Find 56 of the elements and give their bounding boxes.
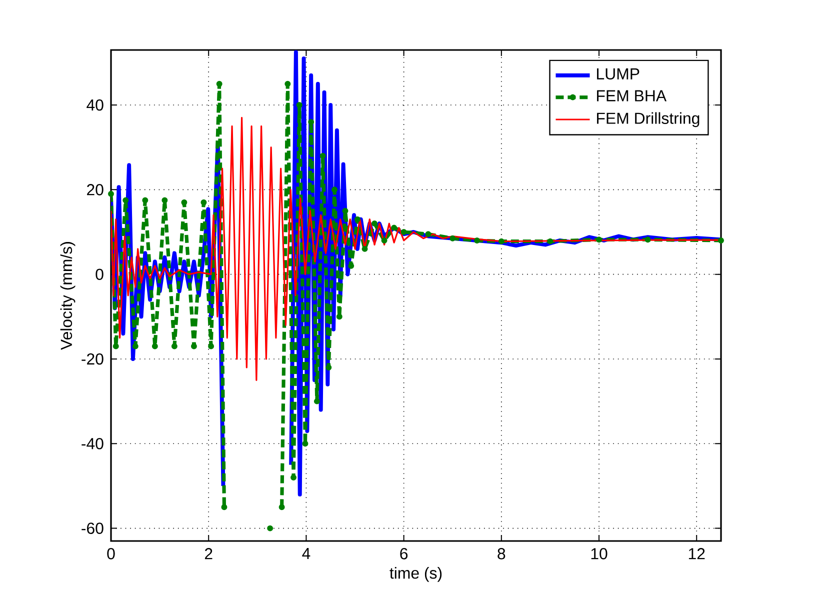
point xyxy=(221,504,228,510)
point xyxy=(190,343,197,350)
point xyxy=(400,229,407,235)
x-tick-label: 10 xyxy=(591,548,608,560)
y-tick-label: -20 xyxy=(82,353,104,365)
point xyxy=(200,199,207,206)
y-tick-label: 0 xyxy=(96,268,104,280)
point xyxy=(354,216,360,222)
point xyxy=(112,343,119,350)
point xyxy=(320,152,326,159)
y-tick-label: 40 xyxy=(86,99,104,111)
point xyxy=(644,236,651,243)
point xyxy=(267,525,274,532)
point xyxy=(108,190,114,197)
legend-label: FEM BHA xyxy=(597,90,667,102)
x-tick-label: 4 xyxy=(302,548,310,560)
point xyxy=(171,343,178,350)
point xyxy=(336,314,342,320)
point xyxy=(308,118,314,125)
point xyxy=(342,208,348,214)
point xyxy=(284,80,291,87)
legend-label: LUMP xyxy=(597,68,640,80)
point xyxy=(278,504,285,510)
point xyxy=(450,235,456,242)
x-tick-label: 2 xyxy=(204,548,212,560)
legend-label: FEM Drillstring xyxy=(597,112,700,128)
x-tick-label: 8 xyxy=(498,548,506,560)
x-tick-label: 0 xyxy=(107,548,115,560)
y-axis-title: Velocity (mm/s) xyxy=(60,242,76,350)
point xyxy=(498,238,504,244)
point xyxy=(290,474,297,480)
x-tick-label: 12 xyxy=(688,548,705,560)
point xyxy=(122,197,129,204)
point xyxy=(162,197,168,204)
point xyxy=(302,440,308,447)
y-tick-label: -40 xyxy=(82,438,104,450)
y-tick-label: -60 xyxy=(82,522,104,534)
point xyxy=(596,236,602,243)
point xyxy=(718,237,724,244)
point xyxy=(181,199,188,206)
point xyxy=(208,343,214,350)
point xyxy=(381,237,388,244)
point xyxy=(216,80,222,87)
point xyxy=(132,343,138,350)
y-tick-label: 20 xyxy=(87,184,104,196)
point xyxy=(372,220,378,227)
point xyxy=(142,197,148,204)
point xyxy=(474,237,480,244)
point xyxy=(547,238,554,244)
point xyxy=(425,231,432,238)
point xyxy=(391,224,398,231)
x-tick-label: 6 xyxy=(400,548,408,560)
x-axis-title: time (s) xyxy=(390,567,442,582)
point xyxy=(152,343,158,350)
point xyxy=(314,398,320,404)
point xyxy=(362,246,368,252)
